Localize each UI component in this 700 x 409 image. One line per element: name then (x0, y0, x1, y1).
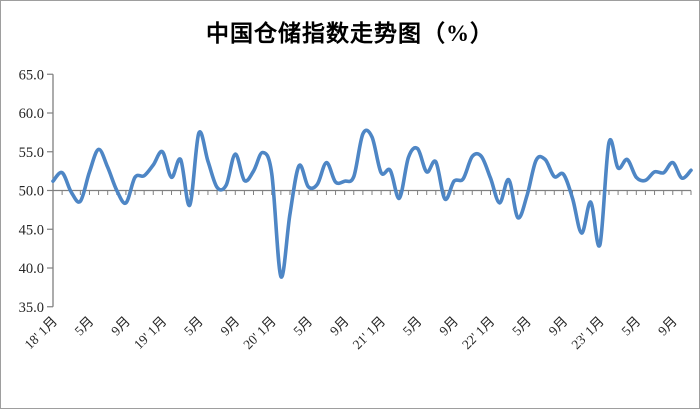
x-axis-tick-label: 19' 1月 (131, 314, 170, 353)
x-axis-tick-label: 9月 (108, 314, 133, 339)
x-axis-tick-label: 22' 1月 (459, 314, 498, 353)
x-axis-tick-label: 9月 (327, 314, 352, 339)
y-axis-tick-label: 60.0 (19, 106, 44, 122)
x-axis-tick-label: 9月 (546, 314, 571, 339)
y-axis-tick-label: 45.0 (19, 222, 44, 238)
y-axis-tick-label: 35.0 (19, 300, 44, 316)
y-axis-tick-label: 40.0 (19, 261, 44, 277)
x-axis-tick-label: 9月 (217, 314, 242, 339)
x-axis-tick-label: 9月 (655, 314, 680, 339)
x-axis-tick-label: 5月 (181, 314, 206, 339)
x-axis-tick-label: 5月 (509, 314, 534, 339)
y-axis-tick-label: 55.0 (19, 145, 44, 161)
x-axis-tick-label: 5月 (290, 314, 315, 339)
x-axis-tick-label: 5月 (400, 314, 425, 339)
x-axis-tick-label: 21' 1月 (350, 314, 389, 353)
x-axis-tick-label: 5月 (619, 314, 644, 339)
x-axis-tick-label: 20' 1月 (240, 314, 279, 353)
x-axis-tick-label: 18' 1月 (22, 314, 61, 353)
warehousing-index-line (51, 128, 693, 279)
chart-title: 中国仓储指数走势图（%） (206, 21, 494, 46)
x-axis-tick-label: 9月 (436, 314, 461, 339)
x-axis-tick-label: 5月 (72, 314, 97, 339)
x-axis-tick-label: 23' 1月 (568, 314, 607, 353)
y-axis-tick-label: 50.0 (19, 184, 44, 200)
y-axis-tick-label: 65.0 (19, 67, 44, 83)
